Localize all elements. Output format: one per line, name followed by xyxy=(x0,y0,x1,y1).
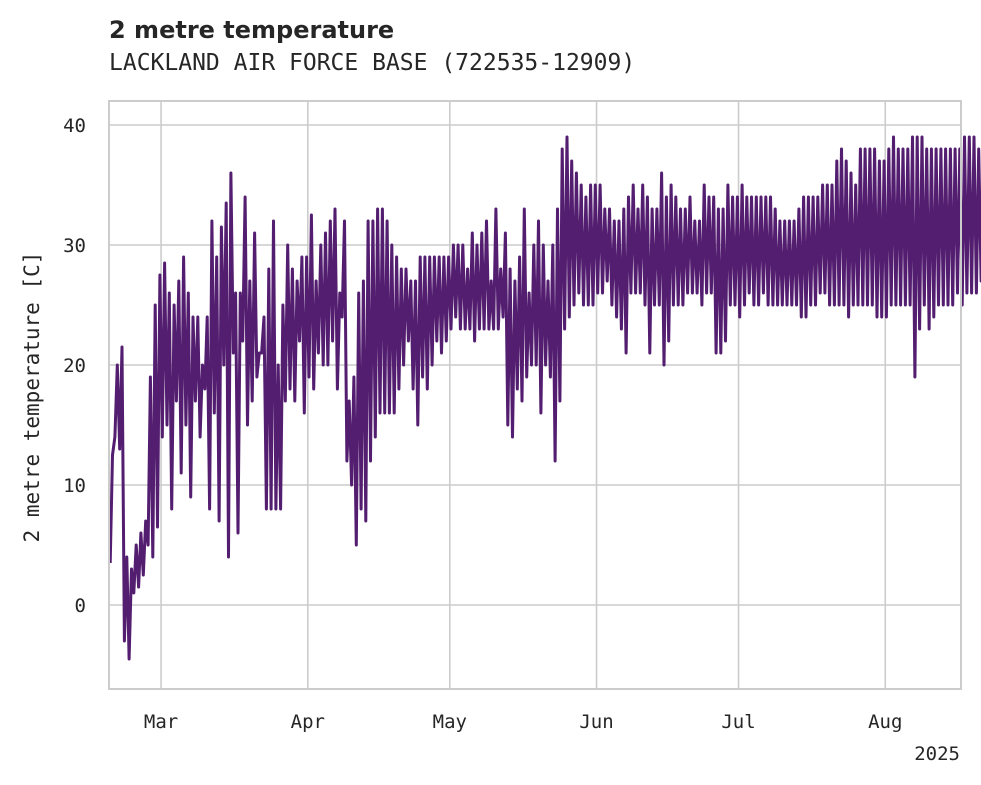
x-tick-label: Aug xyxy=(868,711,902,733)
x-tick-label: May xyxy=(433,711,467,733)
x-offset-label: 2025 xyxy=(914,743,960,765)
chart-subtitle: LACKLAND AIR FORCE BASE (722535-12909) xyxy=(109,50,636,76)
tick-labels: Mar Apr May Jun Jul Aug 0 10 20 30 40 xyxy=(63,115,902,733)
y-tick-label: 30 xyxy=(63,235,86,257)
y-tick-label: 0 xyxy=(75,595,86,617)
x-tick-label: Jun xyxy=(579,711,613,733)
y-tick-label: 40 xyxy=(63,115,86,137)
plot-area xyxy=(108,135,981,661)
y-axis-label: 2 metre temperature [C] xyxy=(20,252,44,543)
chart-title: 2 metre temperature xyxy=(109,16,395,44)
temperature-series-line xyxy=(108,135,981,661)
x-tick-label: Jul xyxy=(721,711,755,733)
axes-frame xyxy=(108,100,962,690)
y-tick-label: 10 xyxy=(63,475,86,497)
y-tick-label: 20 xyxy=(63,355,86,377)
x-tick-label: Apr xyxy=(291,711,325,733)
x-tick-label: Mar xyxy=(144,711,178,733)
